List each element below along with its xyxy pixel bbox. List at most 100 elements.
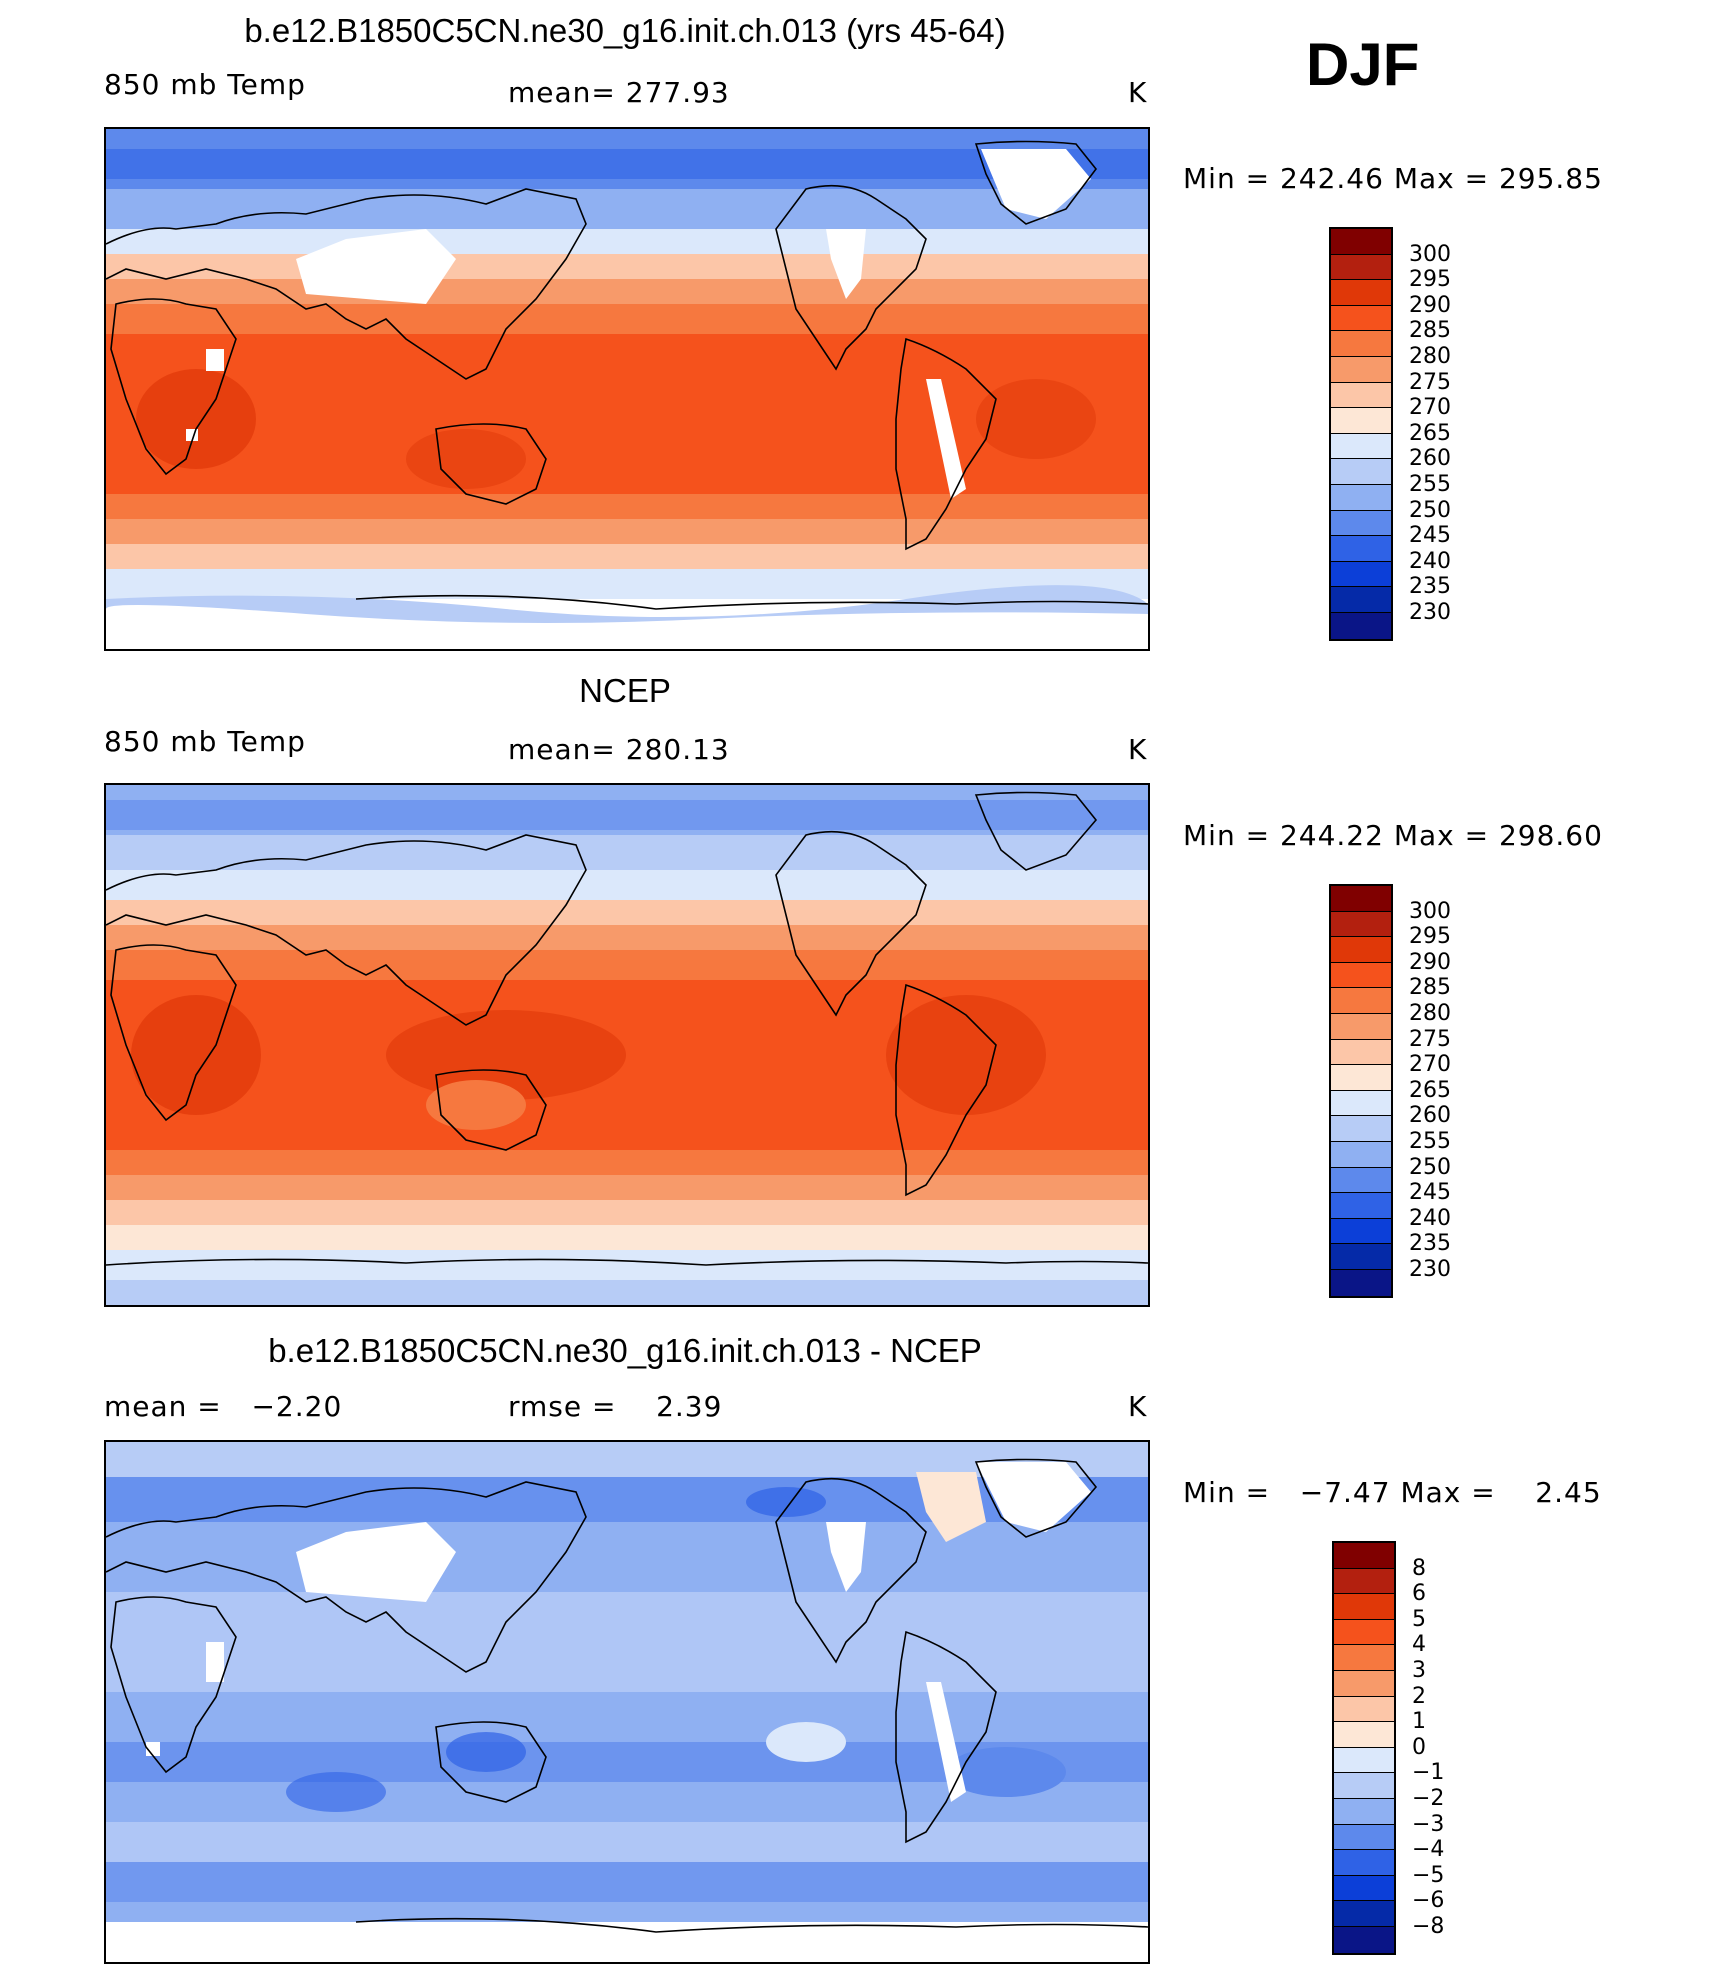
colorbar-tick-label: 2 bbox=[1412, 1683, 1426, 1709]
colorbar-tick-label: −4 bbox=[1412, 1837, 1445, 1863]
colorbar-tick-label: 250 bbox=[1409, 497, 1451, 523]
colorbar-tick-label: −2 bbox=[1412, 1786, 1445, 1811]
colorbar-segment bbox=[1331, 1269, 1391, 1296]
colorbar-segment bbox=[1331, 587, 1391, 613]
colorbar-segment bbox=[1331, 1065, 1391, 1091]
colorbar-tick-label: 255 bbox=[1409, 1129, 1451, 1154]
colorbar-segment bbox=[1331, 459, 1391, 485]
panel-1-left-label: 850 mb Temp bbox=[104, 68, 306, 101]
season-label: DJF bbox=[1306, 31, 1420, 98]
colorbar-segment bbox=[1334, 1619, 1394, 1646]
colorbar-segment bbox=[1331, 1090, 1391, 1117]
colorbar-segment bbox=[1331, 911, 1391, 938]
colorbar-segment bbox=[1331, 356, 1391, 383]
colorbar-tick-label: 235 bbox=[1409, 1231, 1451, 1257]
colorbar-segment bbox=[1331, 1116, 1391, 1142]
colorbar-segment bbox=[1331, 561, 1391, 588]
colorbar-segment bbox=[1334, 1798, 1394, 1825]
colorbar-segment bbox=[1331, 962, 1391, 989]
colorbar-segment bbox=[1331, 1193, 1391, 1219]
colorbar-segment bbox=[1334, 1747, 1394, 1774]
panel-3-units: K bbox=[1128, 1390, 1148, 1423]
colorbar-tick-label: −3 bbox=[1412, 1811, 1445, 1837]
colorbar-tick-label: 260 bbox=[1409, 446, 1451, 472]
colorbar-tick-label: 265 bbox=[1409, 420, 1451, 446]
colorbar-segment bbox=[1331, 886, 1391, 912]
colorbar-tick-label: 265 bbox=[1409, 1077, 1451, 1103]
colorbar-tick-label: 285 bbox=[1409, 975, 1451, 1001]
colorbar-segment bbox=[1331, 305, 1391, 332]
colorbar-tick-label: 3 bbox=[1412, 1658, 1426, 1683]
colorbar-segment bbox=[1331, 331, 1391, 357]
panel-2-map bbox=[104, 783, 1150, 1307]
colorbar-segment bbox=[1331, 988, 1391, 1014]
panel-3-minmax: Min = −7.47 Max = 2.45 bbox=[1183, 1476, 1602, 1509]
panel-2-title: NCEP bbox=[579, 672, 671, 709]
colorbar-segment bbox=[1331, 254, 1391, 281]
colorbar-tick-label: 295 bbox=[1409, 267, 1451, 293]
colorbar-tick-label: 280 bbox=[1409, 1001, 1451, 1026]
panel-3-colorbar bbox=[1332, 1541, 1396, 1955]
colorbar-tick-label: 275 bbox=[1409, 1026, 1451, 1052]
colorbar-tick-label: −1 bbox=[1412, 1760, 1445, 1786]
colorbar-segment bbox=[1334, 1543, 1394, 1569]
panel-1-mean-label: mean= 277.93 bbox=[508, 76, 730, 109]
ncep-temperature-map bbox=[106, 785, 1148, 1305]
colorbar-tick-label: 6 bbox=[1412, 1581, 1426, 1607]
colorbar-tick-label: 8 bbox=[1412, 1555, 1426, 1581]
colorbar-tick-label: 260 bbox=[1409, 1103, 1451, 1129]
colorbar-tick-label: 290 bbox=[1409, 949, 1451, 975]
colorbar-tick-label: 230 bbox=[1409, 600, 1451, 625]
colorbar-segment bbox=[1334, 1773, 1394, 1799]
difference-map bbox=[106, 1442, 1148, 1962]
colorbar-tick-label: 245 bbox=[1409, 1180, 1451, 1206]
panel-1-units: K bbox=[1128, 76, 1148, 109]
colorbar-segment bbox=[1334, 1850, 1394, 1876]
colorbar-tick-label: 275 bbox=[1409, 369, 1451, 395]
colorbar-segment bbox=[1331, 280, 1391, 306]
colorbar-tick-label: −5 bbox=[1412, 1862, 1445, 1888]
panel-3-map bbox=[104, 1440, 1150, 1964]
colorbar-segment bbox=[1334, 1722, 1394, 1748]
panel-2-units: K bbox=[1128, 733, 1148, 766]
colorbar-segment bbox=[1334, 1824, 1394, 1851]
colorbar-tick-label: 285 bbox=[1409, 318, 1451, 344]
colorbar-tick-label: 295 bbox=[1409, 924, 1451, 950]
colorbar-tick-label: 240 bbox=[1409, 1205, 1451, 1231]
panel-1-colorbar bbox=[1329, 227, 1393, 641]
colorbar-tick-label: 270 bbox=[1409, 395, 1451, 421]
model-temperature-map bbox=[106, 129, 1148, 649]
colorbar-tick-label: 250 bbox=[1409, 1154, 1451, 1180]
colorbar-tick-label: 4 bbox=[1412, 1632, 1426, 1658]
colorbar-segment bbox=[1334, 1926, 1394, 1953]
colorbar-tick-label: 240 bbox=[1409, 548, 1451, 574]
colorbar-tick-label: 290 bbox=[1409, 292, 1451, 318]
colorbar-segment bbox=[1331, 1039, 1391, 1066]
colorbar-segment bbox=[1331, 612, 1391, 639]
colorbar-tick-label: 270 bbox=[1409, 1052, 1451, 1078]
colorbar-segment bbox=[1331, 1141, 1391, 1168]
colorbar-segment bbox=[1331, 1244, 1391, 1270]
colorbar-segment bbox=[1334, 1696, 1394, 1723]
colorbar-tick-label: −8 bbox=[1412, 1914, 1445, 1939]
colorbar-segment bbox=[1334, 1568, 1394, 1595]
colorbar-segment bbox=[1334, 1875, 1394, 1902]
colorbar-segment bbox=[1331, 1167, 1391, 1194]
colorbar-segment bbox=[1331, 229, 1391, 255]
colorbar-tick-label: 5 bbox=[1412, 1606, 1426, 1632]
panel-3-title: b.e12.B1850C5CN.ne30_g16.init.ch.013 - N… bbox=[268, 1332, 982, 1369]
colorbar-tick-label: −6 bbox=[1412, 1888, 1445, 1914]
colorbar-tick-label: 245 bbox=[1409, 523, 1451, 549]
colorbar-segment bbox=[1331, 484, 1391, 511]
colorbar-segment bbox=[1331, 433, 1391, 460]
colorbar-segment bbox=[1334, 1670, 1394, 1697]
panel-2-minmax: Min = 244.22 Max = 298.60 bbox=[1183, 819, 1603, 852]
panel-1-map bbox=[104, 127, 1150, 651]
colorbar-segment bbox=[1334, 1645, 1394, 1671]
panel-1-minmax: Min = 242.46 Max = 295.85 bbox=[1183, 162, 1603, 195]
colorbar-segment bbox=[1331, 536, 1391, 562]
colorbar-tick-label: 235 bbox=[1409, 574, 1451, 600]
colorbar-tick-label: 280 bbox=[1409, 344, 1451, 369]
colorbar-segment bbox=[1331, 937, 1391, 963]
colorbar-segment bbox=[1331, 1013, 1391, 1040]
